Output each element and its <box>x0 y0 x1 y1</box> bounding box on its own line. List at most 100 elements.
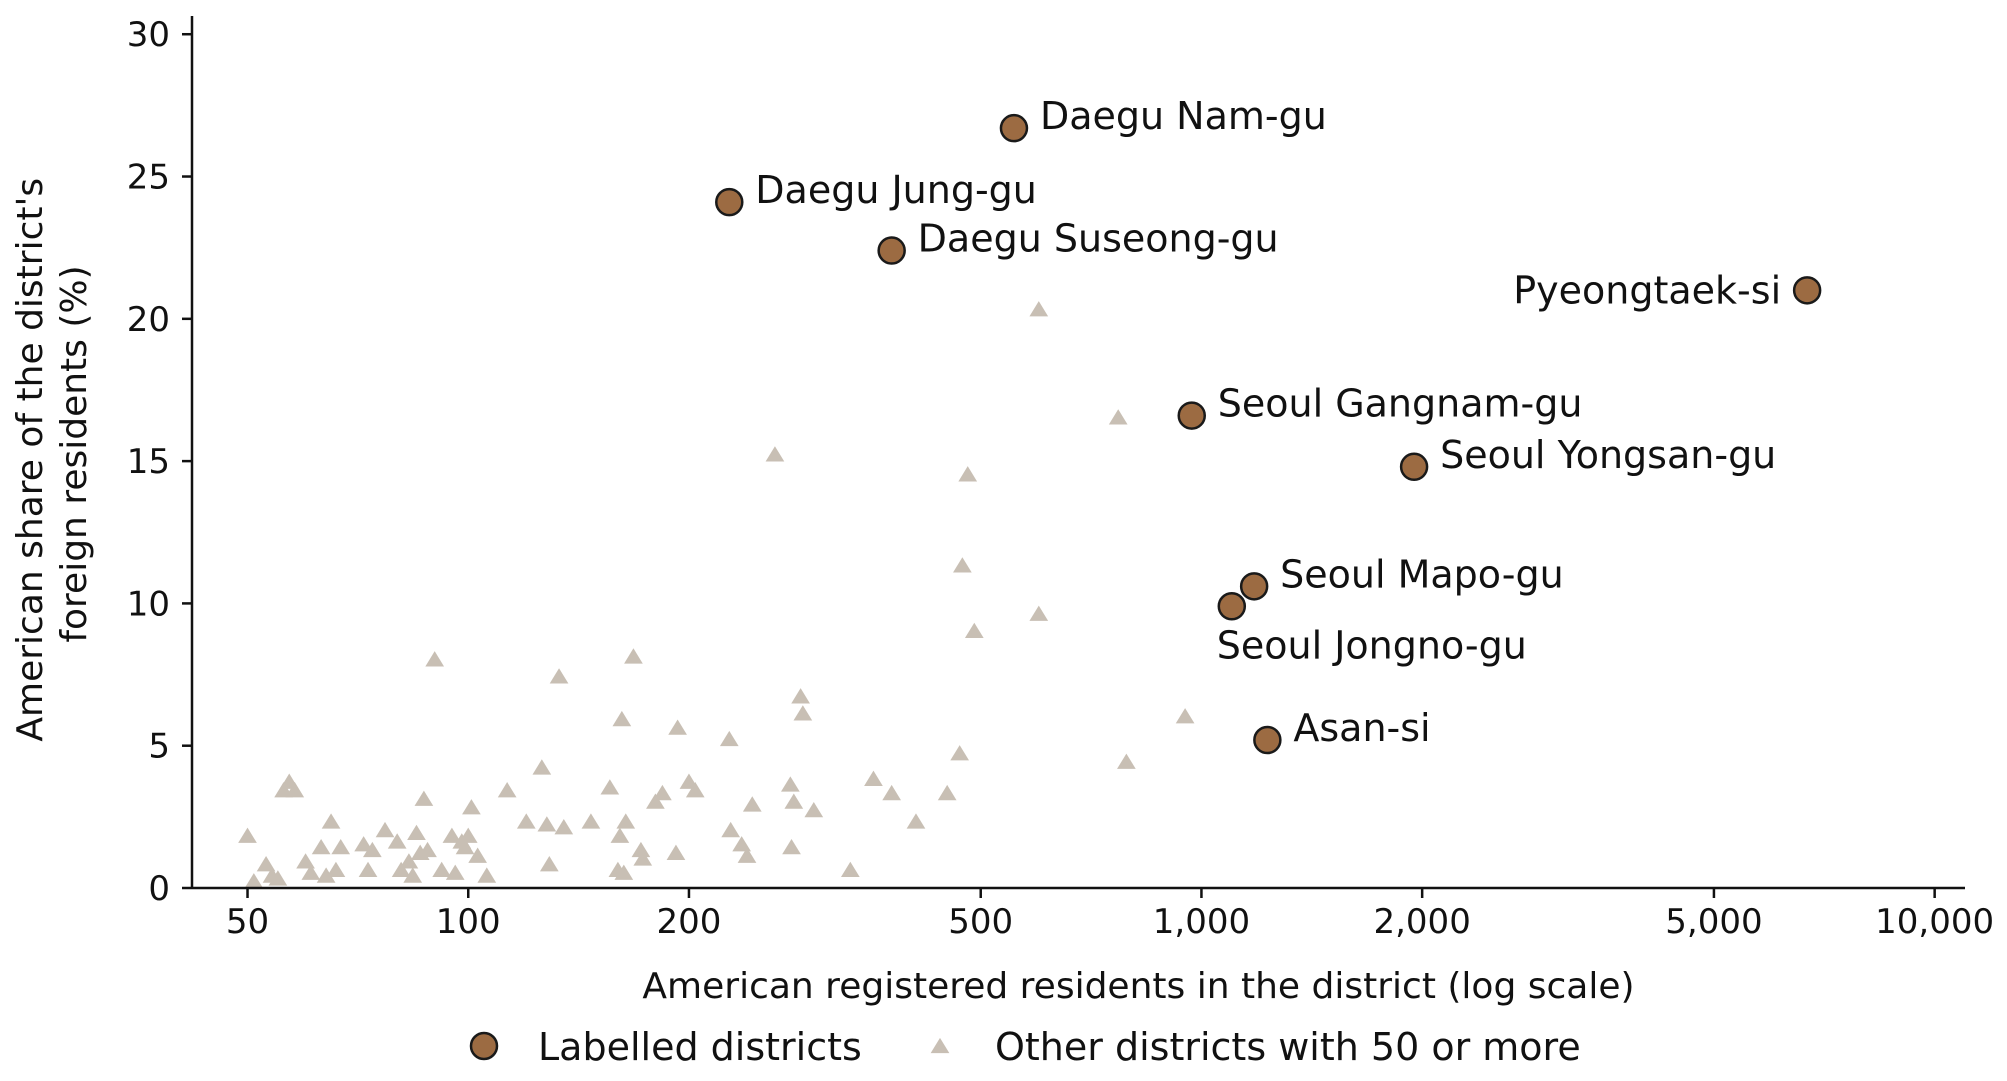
other-district-point <box>432 861 452 878</box>
other-district-point <box>616 813 636 829</box>
other-district-point <box>442 827 462 843</box>
labelled-districts-layer <box>715 113 1822 755</box>
other-district-point <box>285 782 305 798</box>
legend-triangle-marker <box>930 1037 950 1054</box>
y-tick-label: 15 <box>127 442 170 482</box>
other-district-point <box>363 841 382 858</box>
other-district-point <box>375 821 395 838</box>
legend-circle-marker <box>469 1031 499 1061</box>
other-district-point <box>462 799 481 815</box>
other-district-point <box>685 782 705 798</box>
other-district-point <box>784 793 804 809</box>
labelled-district-label: Seoul Mapo-gu <box>1280 552 1564 596</box>
other-district-point <box>906 813 926 829</box>
other-district-point <box>244 873 264 889</box>
x-axis-ticks: 50 100 200 500 1,000 2,000 5,000 10,000 <box>226 888 1994 942</box>
other-district-point <box>719 730 739 747</box>
other-district-point <box>414 790 434 806</box>
other-district-point <box>537 816 557 832</box>
other-district-point <box>1108 409 1128 425</box>
labelled-district-label: Seoul Yongsan-gu <box>1440 433 1776 477</box>
other-district-point <box>804 801 824 818</box>
other-district-point <box>407 824 426 841</box>
other-district-point <box>387 833 407 849</box>
other-district-point <box>581 813 601 829</box>
other-district-point <box>301 864 321 880</box>
legend: Labelled districts Other districts with … <box>469 1025 1581 1069</box>
labelled-district-point <box>1253 725 1282 755</box>
labelled-district-point <box>1177 401 1206 430</box>
other-district-point <box>549 668 569 684</box>
labelled-district-label: Asan-si <box>1293 706 1430 750</box>
other-district-point <box>418 841 437 858</box>
labelled-district-point <box>999 113 1029 143</box>
other-district-point <box>958 466 978 482</box>
labelled-district-label: Daegu Nam-gu <box>1040 94 1327 138</box>
x-tick-label: 10,000 <box>1875 902 1994 942</box>
other-district-point <box>600 779 620 795</box>
y-axis-title-line-2: foreign residents (%) <box>54 265 95 642</box>
other-districts-layer <box>238 301 1195 889</box>
labelled-district-label: Daegu Jung-gu <box>755 168 1037 212</box>
other-district-point <box>782 838 801 855</box>
other-district-point <box>532 759 552 775</box>
other-district-point <box>964 622 984 638</box>
other-district-point <box>882 784 902 801</box>
other-district-point <box>256 856 276 872</box>
other-district-point <box>354 836 373 852</box>
other-district-point <box>399 853 419 869</box>
other-district-point <box>646 793 665 809</box>
other-district-point <box>742 796 762 812</box>
other-district-point <box>425 651 445 667</box>
other-district-point <box>666 844 686 860</box>
labelled-district-point <box>1792 276 1822 305</box>
labelled-district-point <box>1239 572 1269 601</box>
other-district-point <box>953 557 972 573</box>
labelled-district-point <box>877 236 906 265</box>
y-tick-label: 20 <box>127 300 170 340</box>
labelled-district-label: Seoul Gangnam-gu <box>1218 382 1583 426</box>
other-district-point <box>791 688 810 704</box>
other-district-point <box>326 861 346 878</box>
other-district-point <box>458 827 478 843</box>
y-axis-title-line-1: American share of the district's <box>10 178 51 742</box>
y-axis-title: American share of the district's foreign… <box>10 166 95 741</box>
x-tick-label: 1,000 <box>1153 902 1250 942</box>
x-tick-label: 2,000 <box>1373 902 1470 942</box>
labelled-district-point <box>1399 452 1429 482</box>
legend-label-other: Other districts with 50 or more <box>995 1025 1581 1069</box>
other-district-point <box>624 648 643 664</box>
x-tick-label: 50 <box>226 902 269 942</box>
other-district-point <box>331 838 351 855</box>
other-district-point <box>268 870 288 886</box>
other-district-point <box>539 856 559 872</box>
y-tick-label: 10 <box>127 584 170 624</box>
other-district-point <box>732 836 752 852</box>
x-tick-label: 100 <box>436 902 501 942</box>
other-district-point <box>793 705 813 721</box>
other-district-point <box>614 864 634 880</box>
x-tick-label: 5,000 <box>1665 902 1762 942</box>
other-district-point <box>403 867 423 883</box>
x-tick-label: 500 <box>948 902 1013 942</box>
other-district-point <box>840 861 860 878</box>
y-tick-label: 25 <box>127 158 170 198</box>
y-axis-ticks: 0 5 10 15 20 25 30 <box>127 15 192 909</box>
other-district-point <box>653 784 672 801</box>
other-district-point <box>296 853 315 869</box>
x-axis-title: American registered residents in the dis… <box>642 966 1634 1007</box>
y-tick-label: 0 <box>148 869 170 909</box>
other-district-point <box>477 867 497 883</box>
other-district-point <box>311 838 331 855</box>
other-district-point <box>668 719 687 735</box>
other-district-point <box>358 861 378 878</box>
other-district-point <box>238 827 257 843</box>
y-tick-label: 30 <box>127 15 170 55</box>
other-district-point <box>391 861 411 878</box>
other-district-point <box>721 821 741 838</box>
other-district-point <box>610 827 630 843</box>
other-district-point <box>497 782 517 798</box>
other-district-point <box>1029 605 1049 621</box>
